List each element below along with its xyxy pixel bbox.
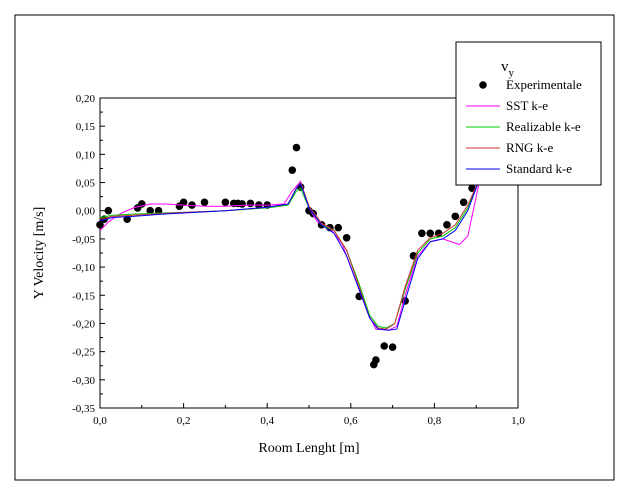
legend-title-main: v (501, 59, 509, 75)
data-point (146, 206, 154, 215)
series-line-sst-k-e (99, 176, 481, 331)
x-tick-label: 1,0 (511, 415, 525, 427)
x-tick-label: 0,8 (428, 415, 442, 427)
y-tick-label: -0,35 (72, 403, 95, 415)
y-tick-label: -0,15 (72, 290, 95, 302)
legend-label-standard-k-e: Standard k-e (506, 161, 572, 176)
legend-swatch-experimentale (479, 81, 487, 89)
legend: vy Experimentale SST k-e Realizable k-e RNG… (455, 41, 602, 186)
data-point (451, 212, 460, 221)
data-point (200, 198, 209, 207)
x-axis-title: Room Lenght [m] (258, 441, 359, 456)
x-tick-label: 0,0 (93, 415, 107, 427)
series-line-standard-k-e (99, 176, 481, 331)
data-point (468, 184, 476, 192)
data-point (418, 229, 426, 238)
y-tick-label: 0,00 (76, 206, 96, 218)
x-axis-ticks: 0,0 0,2 0,4 0,6 0,8 1,0 (93, 403, 525, 427)
y-tick-label: -0,20 (72, 318, 95, 330)
y-tick-label: 0,15 (76, 121, 96, 133)
y-tick-label: -0,05 (72, 234, 95, 246)
legend-label-realizable-k-e: Realizable k-e (506, 119, 581, 134)
legend-title: vy (501, 59, 515, 79)
data-point (342, 233, 351, 242)
legend-label-experimentale: Experimentale (506, 77, 582, 92)
data-point (221, 198, 230, 207)
legend-label-rng-k-e: RNG k-e (506, 140, 554, 155)
data-point (246, 199, 255, 208)
x-tick-label: 0,6 (344, 415, 358, 427)
y-tick-label: 0,05 (76, 178, 96, 190)
legend-box (455, 41, 602, 186)
data-point (292, 143, 301, 152)
y-tick-label: -0,30 (72, 375, 95, 387)
data-point (443, 221, 451, 229)
x-tick-label: 0,4 (260, 415, 274, 427)
data-point (179, 198, 188, 207)
data-point (372, 356, 380, 364)
legend-entries: Experimentale SST k-e Realizable k-e RNG k-… (466, 77, 582, 176)
data-point (104, 206, 113, 215)
data-point (426, 229, 435, 238)
legend-label-sst-k-e: SST k-e (506, 98, 548, 113)
series-group (96, 143, 481, 369)
y-tick-label: 0,10 (76, 149, 96, 161)
legend-title-sub: y (509, 67, 515, 79)
y-axis-title: Y Velocity [m/s] (32, 207, 47, 300)
y-tick-label: 0,20 (76, 93, 96, 105)
y-tick-label: -0,25 (72, 347, 95, 359)
data-point (334, 223, 343, 232)
y-tick-label: -0,10 (72, 262, 95, 274)
data-point (238, 200, 246, 208)
data-point (459, 198, 468, 207)
data-point (288, 166, 297, 174)
y-axis-ticks: -0,35 -0,30 -0,25 -0,20 -0,15 -0,10 -0,05 0,00 0… (72, 93, 105, 415)
x-tick-label: 0,2 (177, 415, 191, 427)
data-point (388, 343, 397, 351)
data-point (380, 342, 389, 350)
